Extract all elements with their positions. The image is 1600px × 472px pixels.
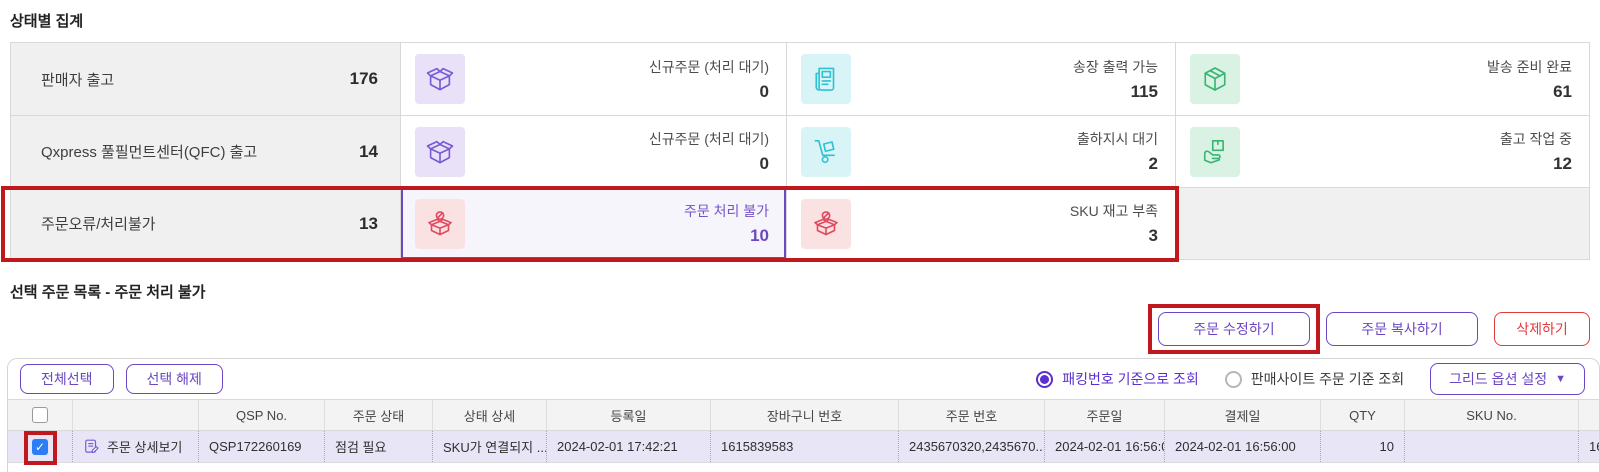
radio-site-label: 판매사이트 주문 기준 조회 xyxy=(1250,371,1405,387)
radio-unselected-icon xyxy=(1224,370,1242,388)
header-sku-no: SKU No. xyxy=(1404,400,1578,430)
sealed-box-icon xyxy=(1190,54,1240,104)
status-cell-invoice-ready[interactable]: 송장 출력 가능 115 xyxy=(786,43,1175,115)
hand-box-icon xyxy=(1190,126,1240,177)
status-cell-label: 주문 처리 불가 xyxy=(683,203,769,219)
order-list-title: 선택 주문 목록 - 주문 처리 불가 xyxy=(10,284,206,301)
row-qsp-no: QSP172260169 xyxy=(198,431,324,462)
grid-toolbar: 전체선택 선택 해제 패킹번호 기준으로 조회 판매사이트 주문 기준 조회 그… xyxy=(8,359,1599,399)
header-order-date: 주문일 xyxy=(1044,400,1164,430)
grid-header-row: QSP No. 주문 상태 상태 상세 등록일 장바구니 번호 주문 번호 주문… xyxy=(8,399,1599,431)
status-cell-new-order-qfc[interactable]: 신규주문 (처리 대기) 0 xyxy=(400,116,786,187)
status-cell-label: 출하지시 대기 xyxy=(1076,131,1158,147)
radio-site-order[interactable]: 판매사이트 주문 기준 조회 xyxy=(1224,369,1405,389)
grid-options-label: 그리드 옵션 설정 xyxy=(1449,371,1548,387)
row-order-date: 2024-02-01 16:56:00 xyxy=(1044,431,1164,462)
status-cell-empty xyxy=(1175,188,1589,259)
status-summary-table: 판매자 출고 176 신규주문 (처리 대기) 0 송장 출력 가능 115 xyxy=(10,42,1590,260)
select-all-button[interactable]: 전체선택 xyxy=(20,364,114,394)
status-cell-label: SKU 재고 부족 xyxy=(1069,203,1158,219)
status-cell-value: 10 xyxy=(750,226,769,245)
header-cart-no: 장바구니 번호 xyxy=(710,400,898,430)
row-order-no: 2435670320,2435670... xyxy=(898,431,1044,462)
radio-packing-label: 패킹번호 기준으로 조회 xyxy=(1062,371,1199,387)
status-cell-sku-shortage[interactable]: SKU 재고 부족 3 xyxy=(786,188,1175,259)
status-cell-value: 3 xyxy=(1148,226,1158,245)
copy-order-button[interactable]: 주문 복사하기 xyxy=(1326,312,1478,346)
document-edit-icon xyxy=(85,439,99,453)
status-row-label: Qxpress 풀필먼트센터(QFC) 출고 xyxy=(41,144,258,161)
status-row-label: 판매자 출고 xyxy=(41,71,115,89)
status-summary-title: 상태별 집계 xyxy=(10,13,84,30)
row-checkbox-cell[interactable] xyxy=(8,431,72,462)
header-overflow xyxy=(1578,400,1599,430)
open-box-icon xyxy=(415,54,465,104)
status-row-qfc: Qxpress 풀필먼트센터(QFC) 출고 14 신규주문 (처리 대기) 0… xyxy=(11,115,1589,187)
status-cell-unprocessable[interactable]: 주문 처리 불가 10 xyxy=(400,188,786,259)
status-row-count: 13 xyxy=(359,213,378,233)
row-status-detail: SKU가 연결되지 ... xyxy=(432,431,546,462)
order-grid-container: 전체선택 선택 해제 패킹번호 기준으로 조회 판매사이트 주문 기준 조회 그… xyxy=(7,358,1600,472)
chevron-down-icon: ▼ xyxy=(1555,373,1566,385)
header-reg-date: 등록일 xyxy=(546,400,710,430)
status-row-error: 주문오류/처리불가 13 주문 처리 불가 10 SKU 재고 부족 3 xyxy=(11,187,1589,259)
header-qty: QTY xyxy=(1320,400,1404,430)
status-cell-value: 61 xyxy=(1553,81,1572,101)
status-cell-value: 2 xyxy=(1148,154,1158,173)
blocked-box-icon xyxy=(801,198,851,249)
status-cell-ship-ready[interactable]: 발송 준비 완료 61 xyxy=(1175,43,1589,115)
row-order-status: 점검 필요 xyxy=(324,431,432,462)
row-qty: 10 xyxy=(1320,431,1404,462)
status-cell-label: 신규주문 (처리 대기) xyxy=(648,58,769,75)
grid-options-button[interactable]: 그리드 옵션 설정 ▼ xyxy=(1430,363,1585,395)
status-row-seller: 판매자 출고 176 신규주문 (처리 대기) 0 송장 출력 가능 115 xyxy=(11,43,1589,115)
header-status-detail: 상태 상세 xyxy=(432,400,546,430)
row-sku-no xyxy=(1404,431,1578,462)
status-cell-new-order[interactable]: 신규주문 (처리 대기) 0 xyxy=(400,43,786,115)
status-cell-label: 발송 준비 완료 xyxy=(1486,58,1572,75)
status-cell-value: 0 xyxy=(759,81,769,101)
status-row-count: 176 xyxy=(349,69,378,88)
open-box-icon xyxy=(415,126,465,177)
invoice-print-icon xyxy=(801,54,851,104)
status-cell-shipping-wait[interactable]: 출하지시 대기 2 xyxy=(786,116,1175,187)
status-row-error-label-cell: 주문오류/처리불가 13 xyxy=(11,188,400,259)
status-cell-label: 출고 작업 중 xyxy=(1499,131,1572,147)
header-detail xyxy=(72,400,198,430)
status-cell-label: 송장 출력 가능 xyxy=(1072,58,1158,75)
checkbox-checked-icon[interactable] xyxy=(32,438,48,455)
handtruck-icon xyxy=(801,126,851,177)
status-cell-value: 12 xyxy=(1553,154,1572,173)
header-order-no: 주문 번호 xyxy=(898,400,1044,430)
status-cell-label: 신규주문 (처리 대기) xyxy=(648,131,769,147)
header-order-status: 주문 상태 xyxy=(324,400,432,430)
row-cart-no: 1615839583 xyxy=(710,431,898,462)
edit-order-button[interactable]: 주문 수정하기 xyxy=(1158,312,1310,346)
action-buttons: 주문 수정하기 주문 복사하기 삭제하기 xyxy=(1158,312,1590,346)
delete-order-button[interactable]: 삭제하기 xyxy=(1494,312,1590,346)
status-cell-value: 115 xyxy=(1130,81,1158,101)
row-pay-date: 2024-02-01 16:56:00 xyxy=(1164,431,1320,462)
radio-selected-icon xyxy=(1036,370,1054,388)
header-qsp-no: QSP No. xyxy=(198,400,324,430)
blocked-box-icon xyxy=(415,198,465,249)
header-select-all-cell[interactable] xyxy=(8,400,72,430)
row-detail-cell: 주문 상세보기 xyxy=(72,431,198,462)
order-detail-link[interactable]: 주문 상세보기 xyxy=(83,437,182,456)
header-pay-date: 결제일 xyxy=(1164,400,1320,430)
status-row-qfc-label-cell: Qxpress 풀필먼트센터(QFC) 출고 14 xyxy=(11,116,400,187)
row-reg-date: 2024-02-01 17:42:21 xyxy=(546,431,710,462)
status-row-count: 14 xyxy=(359,141,378,161)
row-overflow-value: 16 xyxy=(1578,431,1599,462)
status-row-seller-label-cell: 판매자 출고 176 xyxy=(11,43,400,115)
table-row[interactable]: 주문 상세보기 QSP172260169 점검 필요 SKU가 연결되지 ...… xyxy=(8,431,1599,463)
status-cell-working[interactable]: 출고 작업 중 12 xyxy=(1175,116,1589,187)
radio-packing-number[interactable]: 패킹번호 기준으로 조회 xyxy=(1036,369,1199,389)
status-cell-value: 0 xyxy=(759,154,769,173)
order-detail-label: 주문 상세보기 xyxy=(107,440,183,455)
checkbox-unchecked-icon[interactable] xyxy=(32,407,48,423)
deselect-button[interactable]: 선택 해제 xyxy=(125,364,223,394)
status-row-label: 주문오류/처리불가 xyxy=(41,216,156,233)
